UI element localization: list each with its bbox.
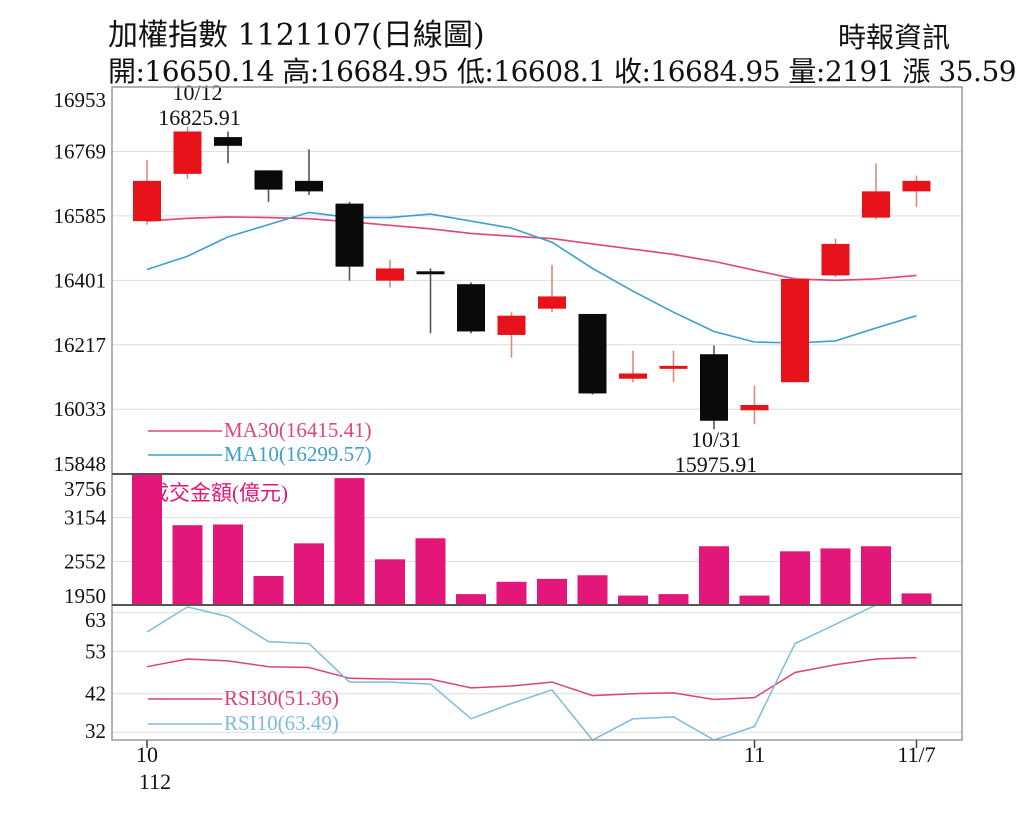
data-source: 時報資訊 [838,21,951,54]
volume-bar [375,559,405,605]
rsi10-line [146,604,917,741]
volume-bar [294,543,324,605]
ma-legend-label: MA30(16415.41) [224,418,372,442]
volume-tick-label: 3756 [64,477,106,501]
volume-bar [132,474,162,605]
volume-bar [253,575,284,605]
low-value-label: 15975.91 [675,452,758,477]
volume-bar [172,525,203,605]
x-tick-label: 10 [136,742,158,767]
volume-bar [537,578,567,605]
volume-bar [618,595,648,605]
volume-tick-label: 2552 [64,549,106,573]
volume-bar [739,595,770,605]
candle-body [821,243,850,276]
volume-bar [577,575,608,605]
volume-bar [658,594,689,605]
volume-bar [699,546,729,605]
candle-body [214,137,242,146]
price-tick-label: 16585 [54,204,107,228]
candle-body [578,313,607,394]
candle-body [700,354,728,421]
price-tick-label: 16953 [54,88,107,112]
x-tick-label: 11/7 [897,742,935,767]
rsi30-line [146,656,917,701]
price-tick-label: 16033 [54,397,107,421]
chart-title: 加權指數 1121107(日線圖) [108,18,485,53]
candle-body [659,365,688,369]
candle-body [902,180,931,192]
low-date-label: 10/31 [691,427,741,452]
volume-bar [861,546,891,605]
volume-tick-label: 3154 [64,506,107,530]
candle-body [376,268,404,281]
price-tick-label: 16217 [54,333,107,357]
volume-bar [213,524,243,605]
rsi-legend-label: RSI30(51.36) [224,686,339,710]
candle-body [740,405,769,411]
candle-body [781,278,809,383]
candle-body [335,203,364,267]
x-tick-year-label: 112 [139,769,171,794]
volume-bar [334,478,365,605]
candle-body [295,180,323,192]
volume-bar [780,551,810,605]
candle-body [497,315,526,335]
chart-frame [111,86,963,741]
rsi-legend-label: RSI10(63.49) [224,711,339,735]
high-date-label: 10/12 [172,80,222,105]
price-tick-label: 15848 [54,452,107,476]
volume-label: 成交金額(億元) [148,481,288,505]
candle-body [619,373,647,379]
candle-body [862,191,890,218]
high-value-label: 16825.91 [158,105,241,130]
volume-bar [901,593,932,605]
volume-bar [415,538,446,605]
volume-bar [496,581,527,605]
rsi-tick-label: 32 [85,719,106,743]
price-tick-label: 16401 [54,268,107,292]
ma-legend-label: MA10(16299.57) [224,442,372,466]
volume-bar [456,594,486,605]
candle-body [254,170,283,190]
candle-body [173,131,202,174]
x-tick-label: 11 [744,742,765,767]
rsi-tick-label: 42 [85,682,106,706]
volume-tick-label: 1950 [64,584,106,608]
candle-body [416,271,445,275]
candle-body [133,180,161,222]
candle-body [538,296,566,309]
rsi-tick-label: 63 [85,608,106,632]
ma30-line [146,216,917,282]
price-tick-label: 16769 [54,139,107,163]
volume-bar [820,548,851,605]
candle-body [457,284,485,332]
ohlc-summary: 開:16650.14 高:16684.95 低:16608.1 收:16684.… [108,55,1017,88]
rsi-tick-label: 53 [85,639,106,663]
